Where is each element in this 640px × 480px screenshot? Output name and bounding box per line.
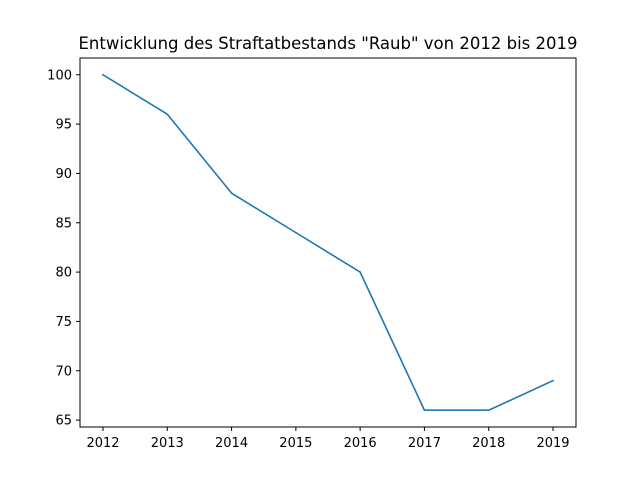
x-tick-label: 2012: [86, 436, 119, 451]
data-point: [552, 379, 554, 382]
x-tick-label: 2015: [279, 436, 312, 451]
x-tick-label: 2019: [536, 436, 569, 451]
y-tick-label: 95: [55, 118, 72, 133]
x-tick-label: 2013: [151, 436, 184, 451]
data-point: [230, 192, 233, 194]
y-tick-label: 90: [55, 167, 72, 182]
data-point: [423, 409, 426, 412]
y-tick-label: 85: [55, 216, 72, 231]
x-tick-label: 2018: [472, 436, 505, 451]
y-tick-label: 65: [55, 414, 72, 429]
chart-title: Entwicklung des Straftatbestands "Raub" …: [79, 34, 578, 53]
x-tick-label: 2016: [344, 436, 377, 451]
series-group: [101, 73, 555, 412]
y-axis: 65 70 75 80 85 90 95 100: [47, 68, 80, 429]
y-tick-label: 80: [55, 266, 72, 281]
y-tick-label: 100: [47, 68, 72, 83]
y-tick-label: 70: [55, 364, 72, 379]
series-line: [101, 73, 555, 412]
plot-area-frame: [79, 57, 577, 428]
data-point: [102, 73, 104, 76]
x-tick-label: 2017: [408, 436, 441, 451]
x-axis: 2012 2013 2014 2015 2016 2017 2018 2019: [86, 427, 570, 451]
data-point: [359, 271, 361, 273]
data-point: [295, 231, 297, 234]
data-point: [166, 113, 169, 116]
data-point: [487, 409, 490, 412]
y-tick-label: 75: [55, 315, 72, 330]
x-tick-label: 2014: [215, 436, 248, 451]
